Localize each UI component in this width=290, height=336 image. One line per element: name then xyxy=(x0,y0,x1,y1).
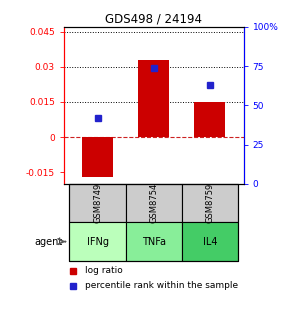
Bar xyxy=(69,184,126,222)
Bar xyxy=(182,184,238,222)
Text: log ratio: log ratio xyxy=(85,266,123,275)
Text: TNFa: TNFa xyxy=(142,237,166,247)
Bar xyxy=(126,184,182,222)
Bar xyxy=(194,102,225,137)
Text: GSM8759: GSM8759 xyxy=(205,183,214,223)
Bar xyxy=(182,222,238,261)
Text: agent: agent xyxy=(35,237,63,247)
Bar xyxy=(69,222,126,261)
Bar xyxy=(82,137,113,177)
Bar xyxy=(138,60,169,137)
Text: IL4: IL4 xyxy=(203,237,217,247)
Text: percentile rank within the sample: percentile rank within the sample xyxy=(85,282,238,290)
Text: GSM8749: GSM8749 xyxy=(93,183,102,223)
Text: IFNg: IFNg xyxy=(86,237,108,247)
Text: GSM8754: GSM8754 xyxy=(149,183,158,223)
Bar xyxy=(126,222,182,261)
Title: GDS498 / 24194: GDS498 / 24194 xyxy=(105,13,202,26)
